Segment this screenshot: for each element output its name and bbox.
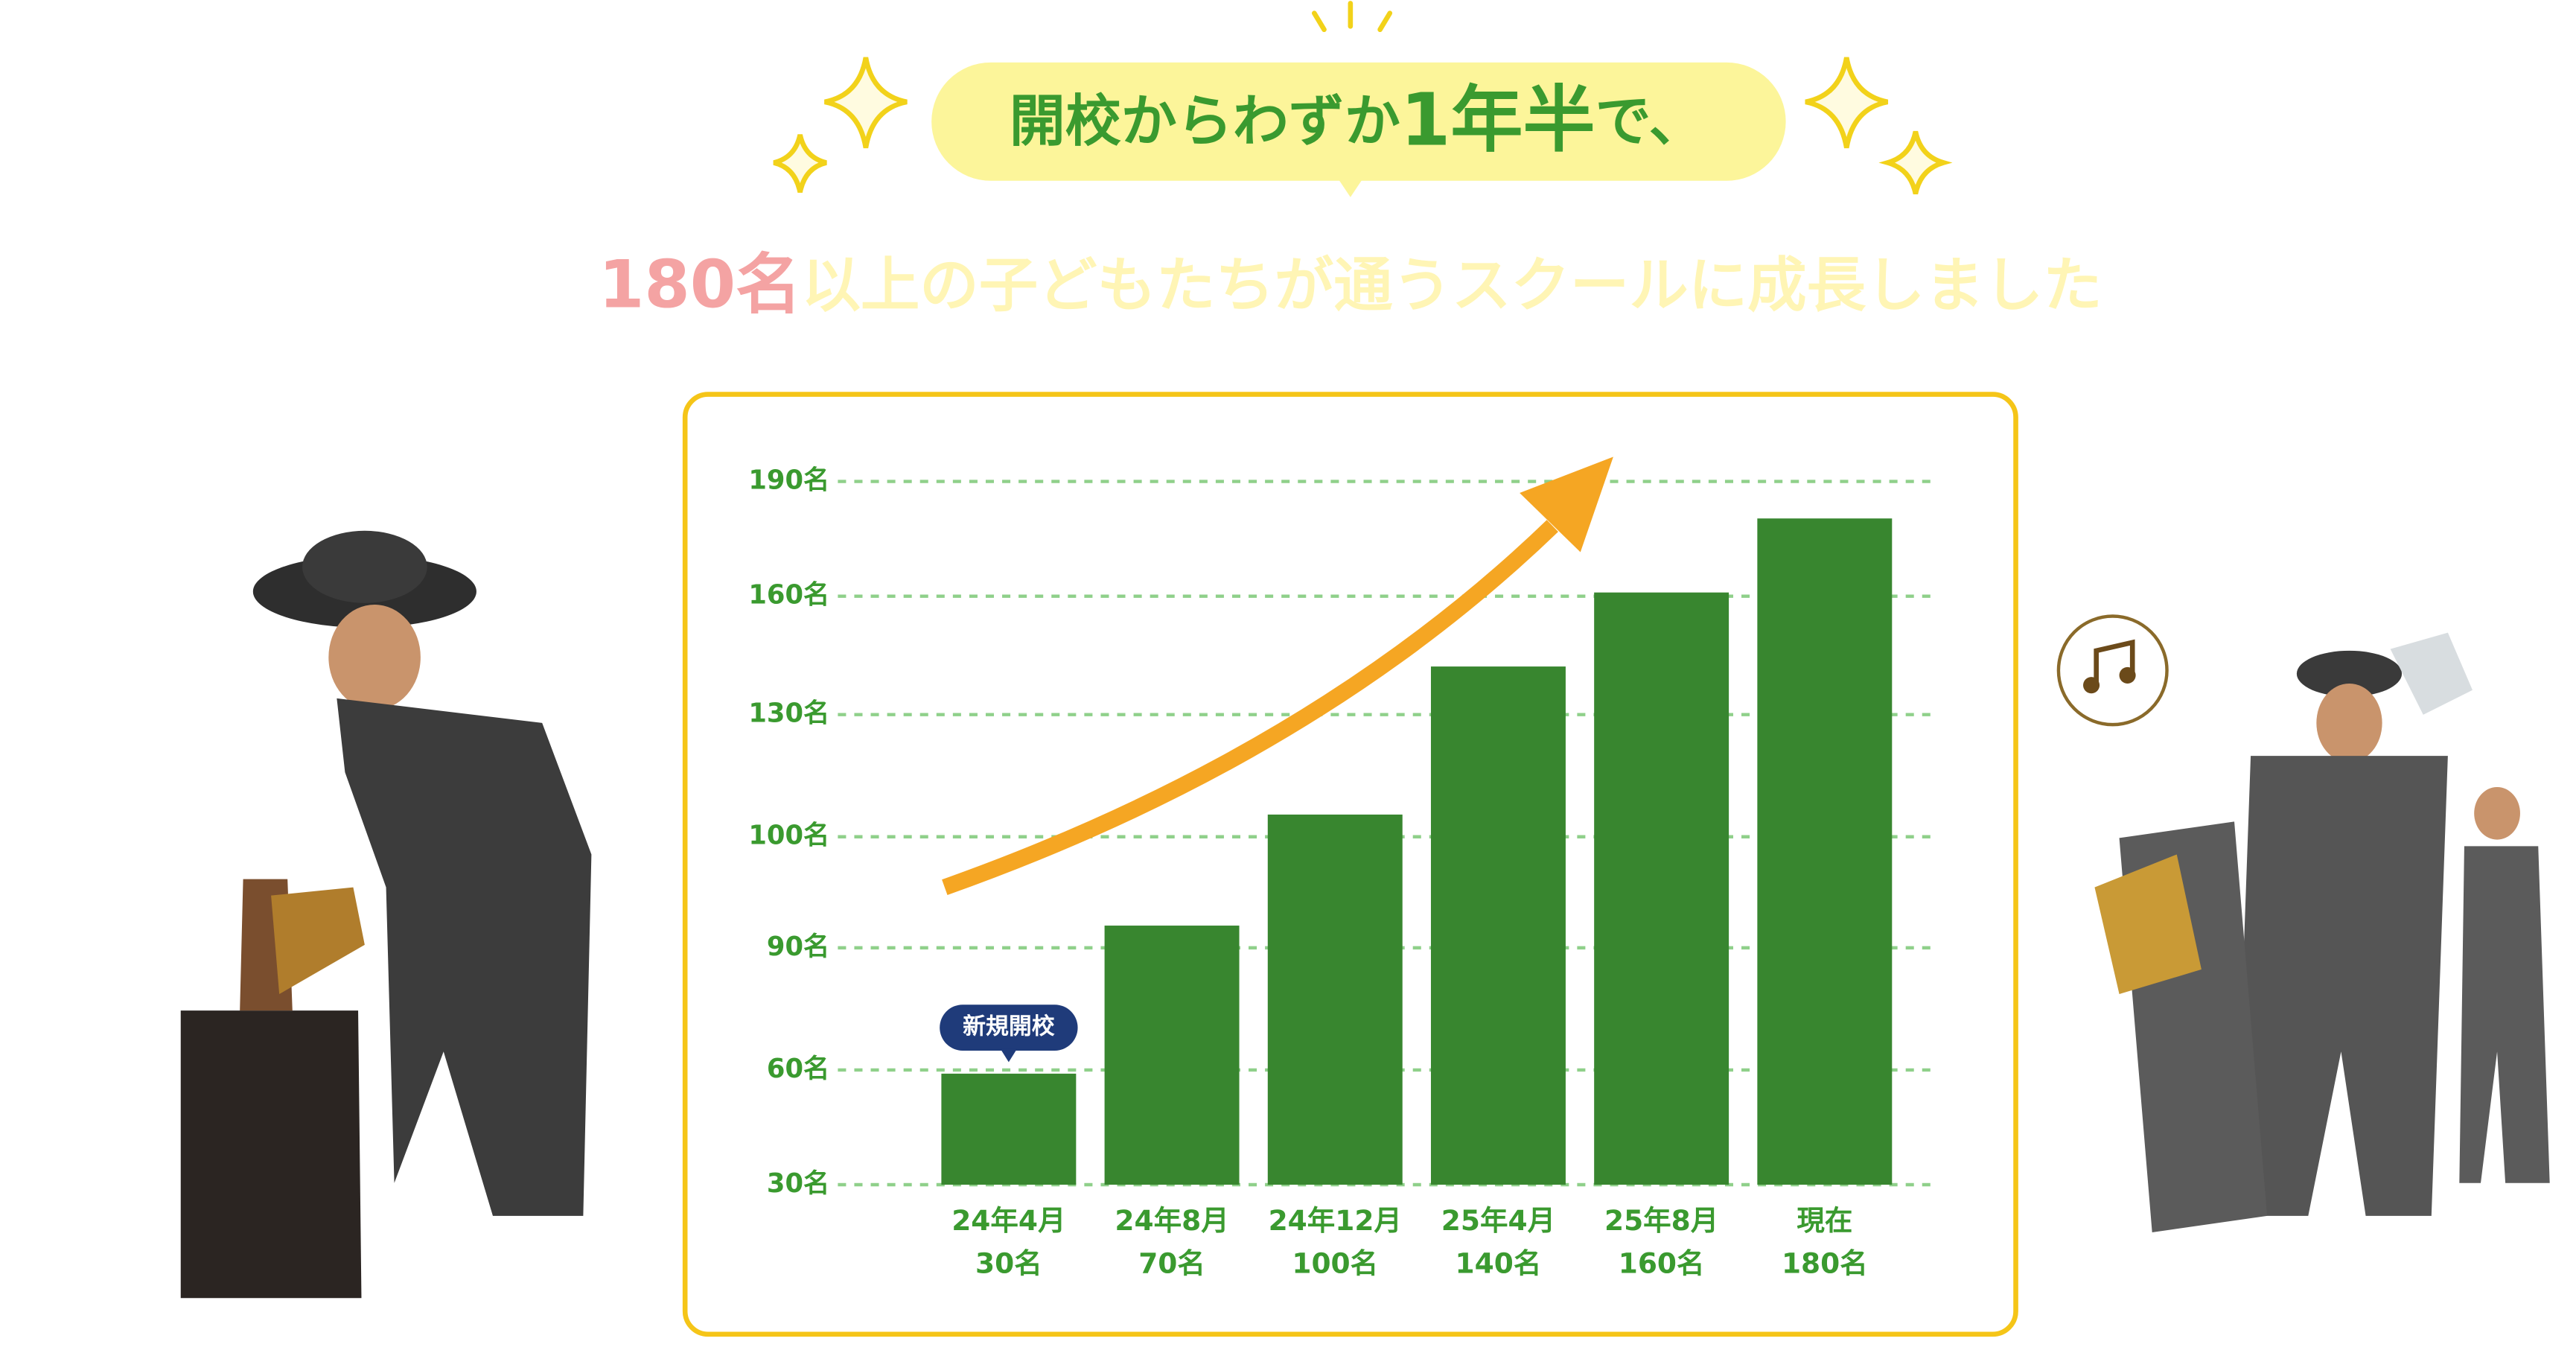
badge-tail (1337, 177, 1364, 197)
badge-part: 開校からわずか (1010, 88, 1400, 153)
bar (1594, 592, 1729, 1185)
subtitle-text: 以上の子どもたちが通うスクールに成長しました (801, 250, 2102, 319)
bar (941, 1073, 1077, 1185)
value-label: 30名 (975, 1247, 1042, 1280)
x-tick-label: 現在 (1796, 1204, 1852, 1237)
annotation-bubble (940, 1004, 1078, 1051)
annotation: 新規開校 (963, 1013, 1055, 1040)
x-tick-label: 24年8月 (1115, 1204, 1228, 1237)
y-tick-label: 90名 (767, 932, 829, 962)
bar (1104, 926, 1240, 1185)
subtitle-number: 180名 (599, 246, 801, 323)
y-tick-label: 30名 (767, 1168, 829, 1199)
photo-right (2056, 614, 2550, 1232)
value-label: 100名 (1292, 1247, 1378, 1280)
subtitle: 180名以上の子どもたちが通うスクールに成長しました (599, 246, 2102, 323)
plot: 30名 60名 90名 100名 130名 160名 190名 24年4月 30名 24年8月 70… (748, 465, 1932, 1280)
badge-part: 1年半 (1400, 78, 1595, 162)
photo-left (180, 530, 592, 1299)
value-label: 160名 (1619, 1247, 1705, 1280)
bar (1430, 666, 1566, 1185)
badge-part: で、 (1595, 88, 1705, 153)
y-tick-label: 100名 (748, 821, 829, 851)
bar (1757, 518, 1893, 1185)
sparkles (773, 57, 1953, 195)
x-tick-label: 25年8月 (1604, 1204, 1718, 1237)
value-label: 70名 (1138, 1247, 1205, 1280)
x-tick-label: 24年4月 (951, 1204, 1065, 1237)
value-label: 140名 (1456, 1247, 1542, 1280)
value-label: 180名 (1782, 1247, 1868, 1280)
badge (931, 62, 1786, 181)
x-tick-label: 25年4月 (1441, 1204, 1555, 1237)
y-tick-label: 130名 (748, 698, 829, 729)
growth-arrow (942, 520, 1558, 895)
y-tick-label: 160名 (748, 580, 829, 611)
decoration (1311, 1, 1393, 33)
x-tick-label: 24年12月 (1269, 1204, 1402, 1237)
annotation-tail (1000, 1048, 1017, 1063)
y-tick-label: 60名 (767, 1054, 829, 1084)
badge-text: 開校からわずか1年半で、 (1010, 78, 1705, 162)
arrow-head (1520, 456, 1613, 553)
y-tick-label: 190名 (748, 465, 829, 496)
bar (1267, 814, 1403, 1185)
